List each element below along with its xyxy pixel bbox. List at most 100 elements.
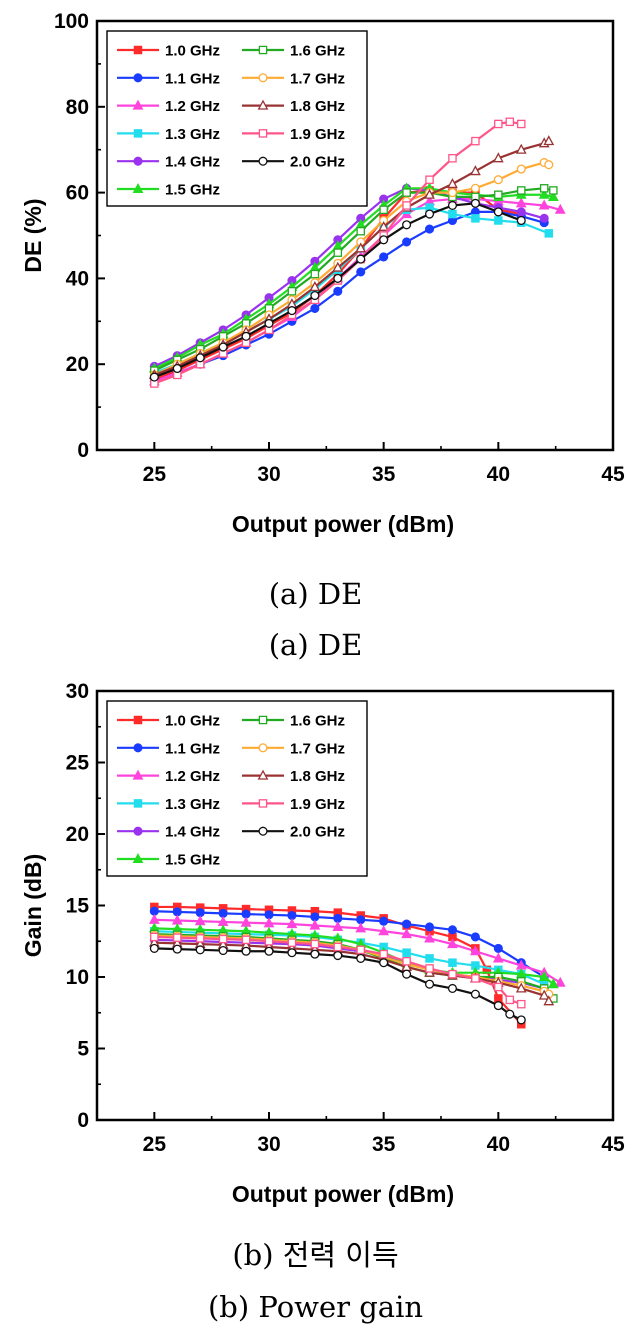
gain-data-point (492, 952, 504, 963)
de-data-point (241, 331, 251, 341)
de-legend-item: 1.7 GHz (242, 70, 345, 87)
de-legend-label: 1.3 GHz (165, 126, 220, 143)
de-y-tick-label: 0 (77, 439, 89, 462)
de-legend-item: 1.2 GHz (117, 98, 220, 115)
gain-legend-marker (258, 715, 268, 725)
de-data-point (379, 205, 388, 215)
de-legend-label: 1.0 GHz (165, 43, 220, 60)
gain-chart: 25 30 35 40 45 0 5 10 15 20 25 30 Output power (dBm)… (20, 680, 625, 1207)
de-x-tick-label: 35 (372, 463, 396, 486)
de-legend-item: 1.8 GHz (242, 98, 345, 115)
gain-data-point (355, 922, 367, 933)
gain-data-point (493, 943, 503, 953)
de-data-point (494, 216, 503, 225)
gain-legend-label: 1.0 GHz (165, 713, 220, 730)
de-data-point (493, 175, 503, 185)
gain-y-tick-label: 20 (66, 823, 89, 846)
gain-legend-marker (132, 853, 144, 864)
de-data-point (218, 342, 228, 352)
gain-x-tick-label: 35 (372, 1133, 396, 1156)
gain-legend-label: 1.4 GHz (165, 824, 220, 841)
gain-data-point (241, 935, 251, 945)
de-data-point (448, 154, 457, 163)
gain-data-point (241, 946, 251, 956)
de-data-point (309, 281, 321, 292)
gain-legend-marker (133, 826, 143, 836)
de-legend-label: 1.9 GHz (290, 126, 345, 143)
caption-b-primary: (b) 전력 이득 (232, 1238, 399, 1272)
gain-legend-label: 1.8 GHz (290, 768, 345, 785)
gain-data-point (402, 919, 412, 929)
de-legend-label: 2.0 GHz (290, 154, 345, 171)
de-data-point (356, 267, 366, 277)
gain-data-point (150, 932, 159, 942)
de-data-point (378, 220, 390, 231)
de-data-point (515, 143, 527, 154)
de-data-point (493, 207, 503, 217)
de-x-tick-label: 25 (143, 463, 167, 486)
de-data-point (424, 188, 435, 199)
de-x-tick-label: 40 (487, 463, 510, 486)
gain-data-point (309, 919, 321, 930)
de-data-point (355, 242, 367, 253)
de-legend-label: 1.8 GHz (290, 98, 345, 115)
de-data-point (447, 188, 458, 198)
de-data-point (379, 252, 389, 262)
gain-y-tick-label: 5 (77, 1038, 89, 1061)
de-legend: 1.0 GHz 1.1 GHz 1.2 GHz 1.3 GHz 1.4 GHz 1.5 G… (106, 30, 368, 207)
de-x-tick-label: 45 (601, 463, 625, 486)
de-legend-marker (133, 156, 143, 166)
gain-series (148, 913, 566, 987)
de-data-point (554, 203, 566, 214)
gain-legend-item: 1.9 GHz (242, 796, 345, 813)
de-data-point (544, 229, 554, 238)
gain-data-point (264, 946, 274, 956)
de-y-tick-label: 60 (66, 182, 89, 205)
de-data-point (333, 248, 343, 257)
de-data-point (425, 175, 434, 184)
gain-data-point (287, 948, 297, 958)
de-legend-item: 2.0 GHz (242, 154, 345, 171)
de-data-point (310, 291, 320, 301)
gain-data-point (402, 948, 411, 957)
de-legend-marker (258, 129, 268, 138)
de-data-point (516, 164, 526, 174)
de-data-point (310, 303, 320, 313)
de-data-point (287, 287, 297, 296)
de-x-tick-label: 30 (257, 463, 280, 486)
de-data-point (494, 119, 503, 129)
de-legend-marker (257, 99, 269, 110)
de-y-tick-label: 100 (54, 10, 89, 33)
de-legend-label: 1.1 GHz (165, 70, 220, 87)
de-series-line (153, 210, 545, 383)
gain-legend-item: 1.8 GHz (242, 768, 345, 785)
gain-data-point (379, 958, 389, 968)
de-data-point (172, 363, 182, 374)
de-data-point (195, 353, 205, 363)
gain-legend-item: 1.2 GHz (117, 768, 220, 785)
gain-data-point (470, 945, 481, 956)
gain-data-point (505, 1009, 515, 1019)
gain-data-point (332, 920, 344, 932)
gain-data-point (356, 945, 365, 955)
gain-data-point (424, 932, 435, 943)
gain-legend-label: 1.6 GHz (290, 713, 345, 730)
gain-data-point (505, 995, 515, 1005)
gain-data-point (471, 974, 480, 983)
gain-data-point (547, 978, 559, 989)
gain-legend-item: 1.1 GHz (117, 740, 220, 757)
gain-legend-marker (132, 769, 144, 780)
gain-data-point (172, 944, 182, 954)
gain-data-point (515, 982, 527, 993)
gain-legend-marker (258, 826, 268, 836)
gain-data-point (447, 925, 458, 935)
de-data-point (402, 220, 412, 230)
gain-data-point (517, 999, 526, 1009)
de-data-point (547, 190, 559, 201)
gain-data-point (149, 943, 159, 953)
de-data-point (470, 198, 480, 208)
gain-legend-label: 2.0 GHz (290, 824, 345, 841)
gain-x-axis-title: Output power (dBm) (232, 1181, 454, 1207)
gain-data-point (379, 949, 388, 959)
de-data-point (505, 117, 515, 127)
